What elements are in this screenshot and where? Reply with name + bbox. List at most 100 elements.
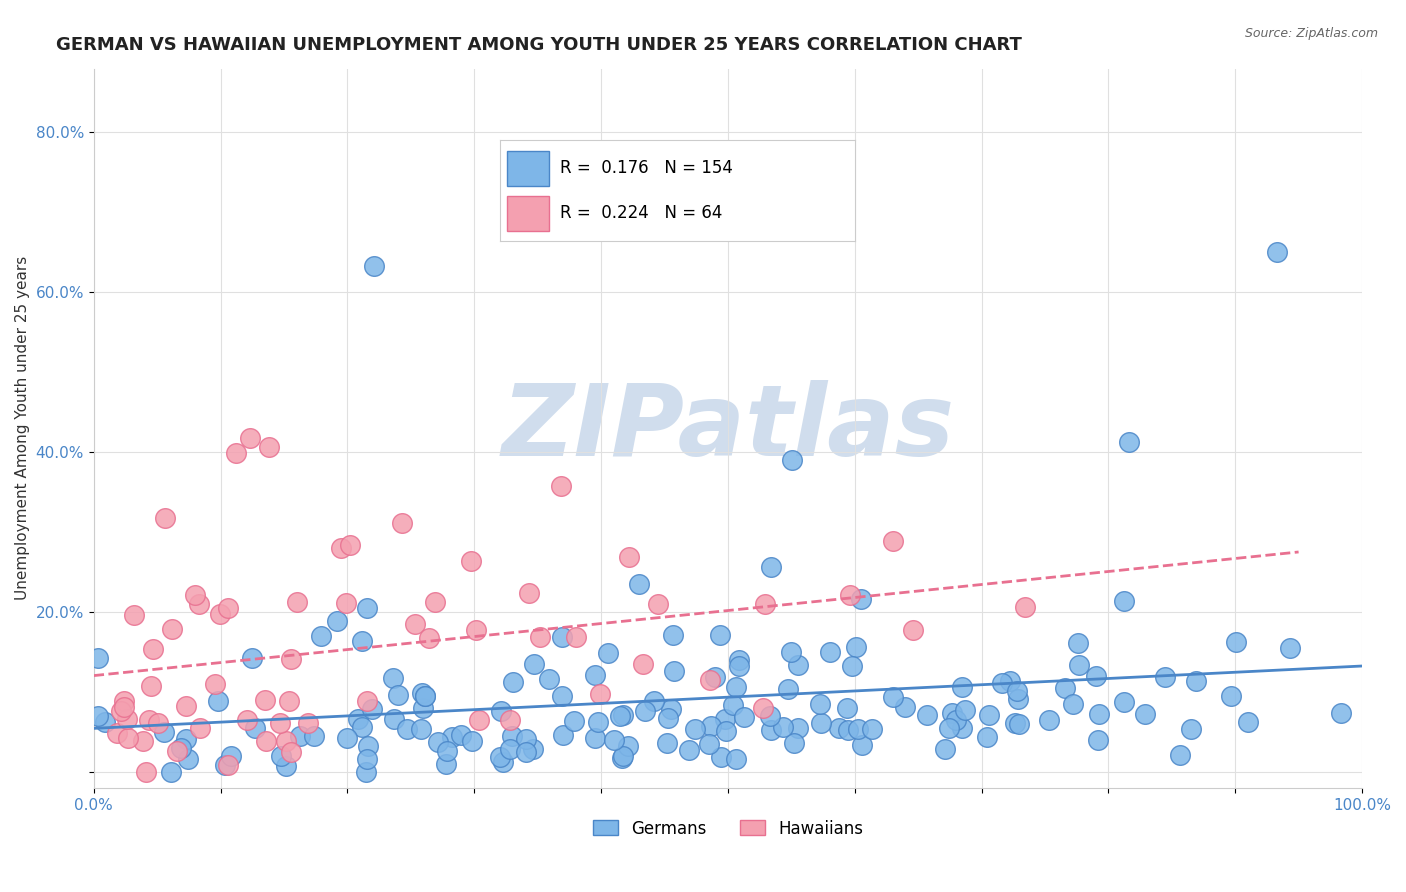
Germans: [1007, 691, 1029, 706]
Germans: [759, 560, 782, 574]
Germans: [1180, 722, 1202, 736]
Germans: [934, 742, 956, 756]
Germans: [87, 709, 110, 723]
Germans: [242, 650, 264, 665]
Germans: [434, 757, 457, 772]
Germans: [515, 731, 537, 746]
Hawaiians: [903, 624, 925, 638]
Germans: [1067, 657, 1090, 672]
Germans: [219, 748, 242, 763]
Germans: [779, 645, 801, 659]
Hawaiians: [460, 554, 482, 568]
Germans: [214, 758, 236, 772]
Hawaiians: [418, 631, 440, 645]
Germans: [356, 764, 378, 779]
Germans: [274, 758, 297, 772]
Germans: [427, 735, 450, 749]
Germans: [1112, 696, 1135, 710]
Germans: [363, 259, 385, 273]
Germans: [522, 741, 544, 756]
Germans: [709, 628, 731, 642]
Germans: [460, 733, 482, 747]
Hawaiians: [174, 699, 197, 714]
Hawaiians: [132, 734, 155, 748]
Hawaiians: [112, 699, 135, 714]
Hawaiians: [404, 617, 426, 632]
Hawaiians: [138, 714, 160, 728]
Germans: [617, 739, 640, 754]
Germans: [772, 720, 794, 734]
Germans: [489, 749, 512, 764]
Germans: [411, 685, 433, 699]
Germans: [1038, 713, 1060, 727]
Germans: [491, 704, 513, 718]
Hawaiians: [188, 721, 211, 735]
Germans: [612, 707, 634, 722]
Germans: [759, 709, 782, 723]
Hawaiians: [339, 538, 361, 552]
Hawaiians: [280, 745, 302, 759]
Germans: [1265, 245, 1288, 260]
Hawaiians: [391, 516, 413, 530]
Hawaiians: [276, 734, 298, 748]
Germans: [356, 601, 378, 615]
Germans: [309, 629, 332, 643]
Text: Source: ZipAtlas.com: Source: ZipAtlas.com: [1244, 27, 1378, 40]
Germans: [1000, 673, 1022, 688]
Germans: [1154, 670, 1177, 684]
Text: GERMAN VS HAWAIIAN UNEMPLOYMENT AMONG YOUTH UNDER 25 YEARS CORRELATION CHART: GERMAN VS HAWAIIAN UNEMPLOYMENT AMONG YO…: [56, 36, 1022, 54]
Germans: [699, 737, 721, 751]
Hawaiians: [550, 478, 572, 492]
Hawaiians: [117, 731, 139, 745]
Germans: [1168, 748, 1191, 763]
Hawaiians: [217, 601, 239, 615]
Hawaiians: [146, 715, 169, 730]
Germans: [551, 690, 574, 704]
Germans: [945, 713, 967, 727]
Germans: [1185, 674, 1208, 689]
Germans: [628, 577, 651, 591]
Germans: [346, 712, 368, 726]
Hawaiians: [110, 704, 132, 718]
Germans: [1085, 669, 1108, 683]
Germans: [1004, 716, 1026, 731]
Hawaiians: [330, 541, 353, 555]
Germans: [941, 706, 963, 721]
Y-axis label: Unemployment Among Youth under 25 years: Unemployment Among Youth under 25 years: [15, 256, 30, 600]
Germans: [938, 721, 960, 735]
Germans: [1008, 716, 1031, 731]
Germans: [976, 731, 998, 745]
Hawaiians: [617, 549, 640, 564]
Germans: [550, 630, 572, 644]
Germans: [655, 736, 678, 750]
Germans: [522, 657, 544, 672]
Germans: [335, 731, 357, 746]
Germans: [499, 741, 522, 756]
Germans: [827, 721, 849, 735]
Hawaiians: [225, 446, 247, 460]
Germans: [538, 672, 561, 686]
Germans: [845, 640, 868, 654]
Germans: [352, 633, 374, 648]
Germans: [634, 704, 657, 718]
Hawaiians: [236, 714, 259, 728]
Hawaiians: [142, 642, 165, 657]
Germans: [302, 729, 325, 743]
Germans: [153, 725, 176, 739]
Germans: [1087, 707, 1109, 722]
Hawaiians: [589, 687, 612, 701]
Germans: [851, 738, 873, 752]
Germans: [290, 729, 312, 743]
Germans: [583, 667, 606, 681]
Germans: [1236, 715, 1258, 730]
Germans: [501, 729, 523, 743]
Germans: [396, 723, 419, 737]
Germans: [782, 736, 804, 750]
Germans: [835, 700, 858, 714]
Legend: Germans, Hawaiians: Germans, Hawaiians: [586, 813, 870, 844]
Germans: [704, 670, 727, 684]
Hawaiians: [631, 657, 654, 671]
Hawaiians: [115, 712, 138, 726]
Germans: [1067, 636, 1090, 650]
Germans: [243, 721, 266, 735]
